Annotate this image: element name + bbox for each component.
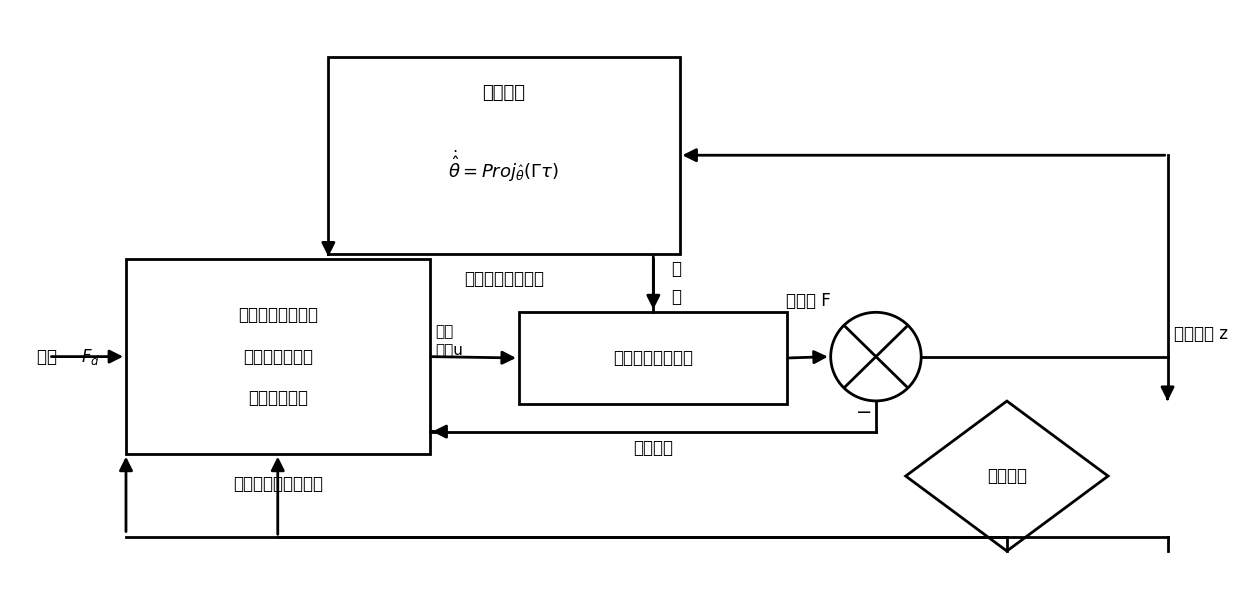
- Polygon shape: [905, 401, 1109, 551]
- Text: 自适应鲁棒力控制器: 自适应鲁棒力控制器: [233, 475, 322, 493]
- Text: 性能描述: 性能描述: [987, 467, 1027, 485]
- Text: 不连续映射自适应: 不连续映射自适应: [464, 270, 544, 288]
- Text: 状态反馈: 状态反馈: [632, 439, 673, 457]
- Text: 电液负载模拟装置: 电液负载模拟装置: [613, 349, 693, 367]
- Bar: [518, 312, 786, 404]
- Text: 期望: 期望: [37, 348, 62, 366]
- Text: 输入u: 输入u: [435, 343, 464, 359]
- Text: −: −: [856, 402, 872, 421]
- Text: 基于模型的补偿项: 基于模型的补偿项: [238, 306, 317, 324]
- Text: $\dot{\hat{\theta}} = Proj_{\hat{\theta}}(\Gamma\tau)$: $\dot{\hat{\theta}} = Proj_{\hat{\theta}…: [449, 149, 559, 184]
- Bar: [126, 259, 429, 454]
- Text: 非线性鲁棒项: 非线性鲁棒项: [248, 389, 308, 407]
- Text: 跟踪误差 z: 跟踪误差 z: [1173, 326, 1228, 343]
- Text: $F_d$: $F_d$: [81, 346, 99, 366]
- Text: 干: 干: [671, 260, 681, 278]
- Text: 扰: 扰: [671, 288, 681, 306]
- Text: 力指令 F: 力指令 F: [786, 292, 831, 310]
- Text: 线性鲁棒反馈项: 线性鲁棒反馈项: [243, 348, 312, 366]
- Ellipse shape: [831, 312, 921, 401]
- Bar: [329, 57, 680, 254]
- Text: 参数估计: 参数估计: [482, 84, 526, 102]
- Text: 控制: 控制: [435, 324, 454, 339]
